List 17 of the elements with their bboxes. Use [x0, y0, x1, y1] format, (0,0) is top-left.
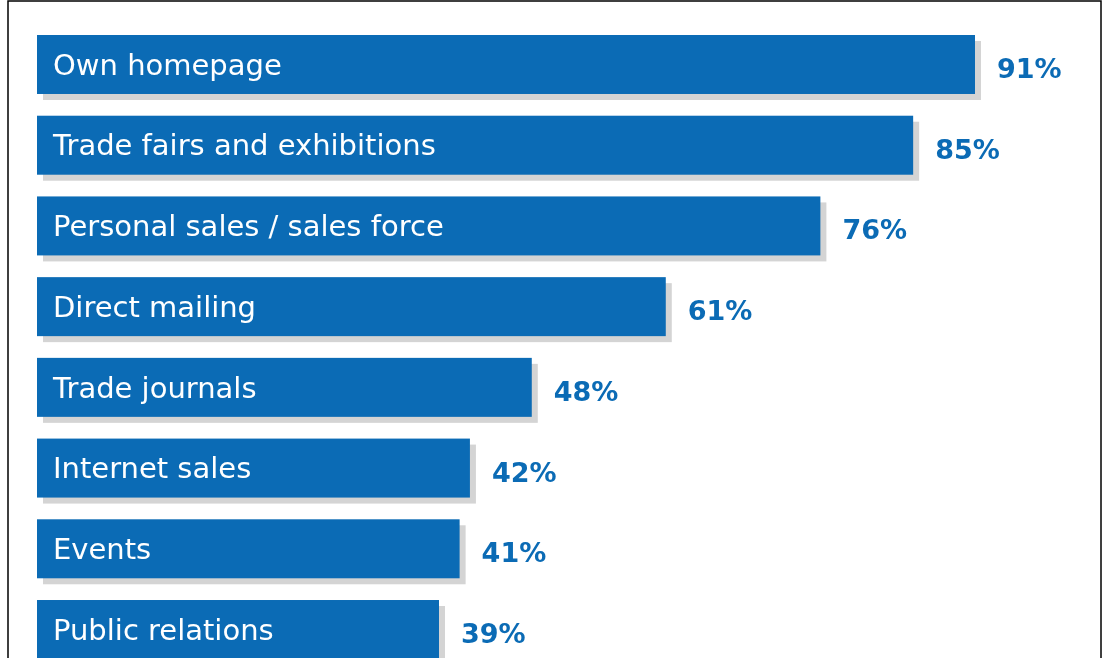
data-label: 39%	[461, 617, 526, 649]
y-tick-label: Internet sales	[53, 451, 252, 486]
y-tick-label: Events	[53, 531, 152, 566]
y-tick-label: Trade journals	[52, 370, 257, 405]
y-tick-label: Public relations	[53, 612, 274, 647]
data-label: 41%	[481, 537, 547, 569]
y-tick-label: Personal sales / sales force	[53, 209, 444, 244]
data-label: 61%	[687, 295, 753, 327]
data-label: 48%	[553, 375, 619, 407]
data-label: 42%	[491, 456, 557, 488]
bar	[37, 600, 439, 658]
y-tick-label: Own homepage	[53, 47, 282, 82]
y-tick-label: Trade fairs and exhibitions	[52, 128, 436, 163]
y-tick-label: Direct mailing	[53, 289, 257, 324]
data-label: 91%	[997, 52, 1062, 84]
data-label: 76%	[842, 214, 908, 246]
data-label: 85%	[935, 133, 1000, 165]
